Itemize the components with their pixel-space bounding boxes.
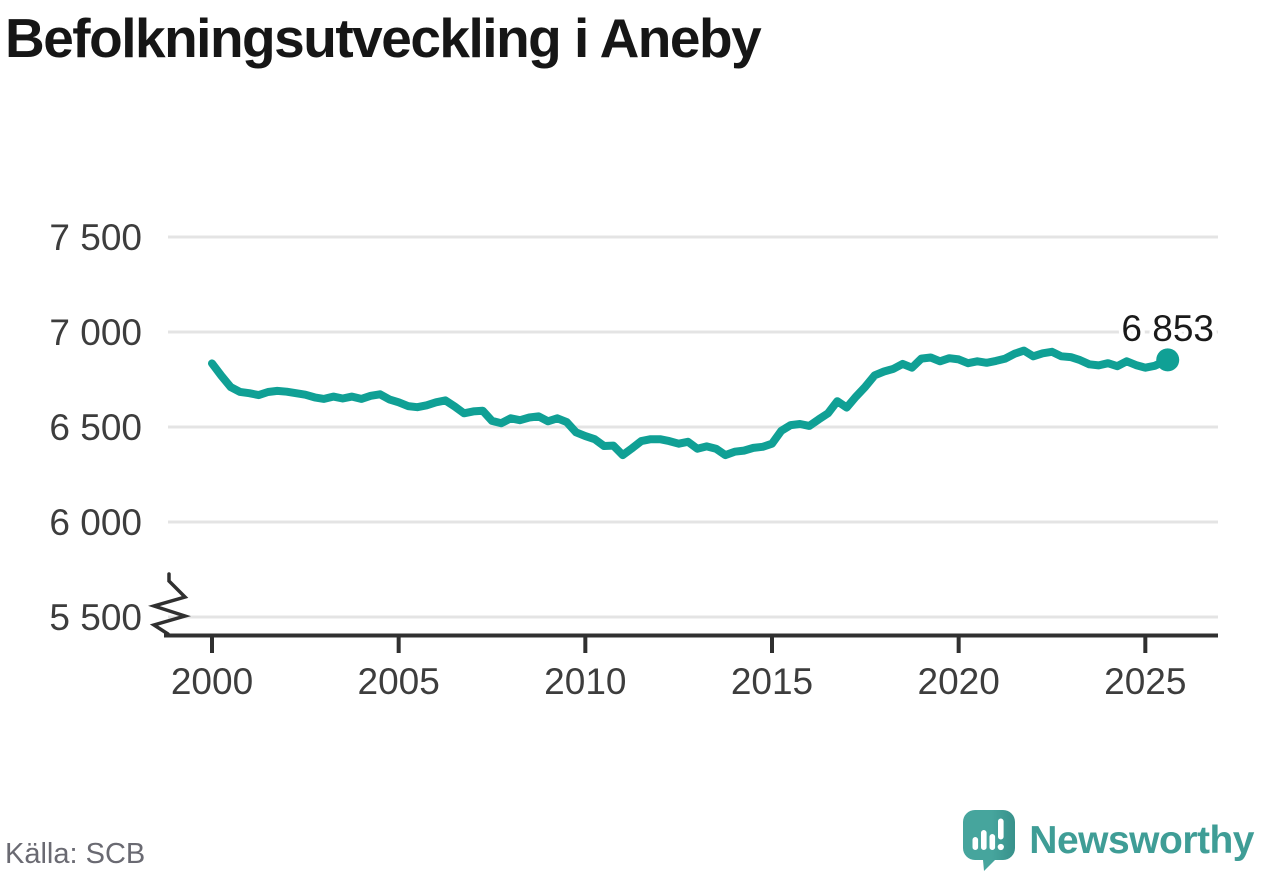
- source-caption: Källa: SCB: [5, 838, 146, 870]
- x-tick-label: 2020: [918, 661, 1000, 702]
- x-axis-labels: 2000 2005 2010 2015 2020 2025: [171, 661, 1187, 702]
- y-axis-labels: 7 500 7 000 6 500 6 000 5 500: [49, 217, 142, 638]
- y-tick-label: 7 000: [49, 312, 142, 353]
- y-tick-label: 6 000: [49, 502, 142, 543]
- y-tick-label: 7 500: [49, 217, 142, 258]
- x-tick-label: 2005: [358, 661, 440, 702]
- y-tick-label: 5 500: [49, 597, 142, 638]
- x-axis-ticks: [210, 637, 1148, 653]
- latest-value-label: 6 853: [1121, 308, 1214, 349]
- latest-value-dot: [1156, 348, 1180, 372]
- newsworthy-logo: Newsworthy: [962, 809, 1254, 873]
- newsworthy-logo-text: Newsworthy: [1029, 819, 1254, 862]
- newsworthy-logo-icon: [963, 810, 1016, 871]
- gridlines: [168, 235, 1218, 619]
- y-axis-break-icon: [148, 572, 191, 636]
- y-tick-label: 6 500: [49, 407, 142, 448]
- x-tick-label: 2025: [1104, 661, 1186, 702]
- bar-chart-glyph: [972, 830, 996, 850]
- population-line: [208, 346, 1172, 460]
- page-title: Befolkningsutveckling i Aneby: [5, 7, 762, 69]
- x-tick-label: 2010: [544, 661, 626, 702]
- x-tick-label: 2015: [731, 661, 813, 702]
- exclamation-glyph: [997, 818, 1005, 851]
- x-tick-label: 2000: [171, 661, 253, 702]
- speech-bubble-shape: [963, 810, 1016, 871]
